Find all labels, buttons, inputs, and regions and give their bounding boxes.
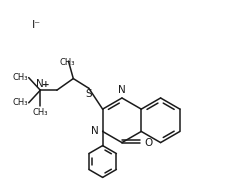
Text: N: N <box>36 79 44 89</box>
Text: N: N <box>91 126 99 136</box>
Text: CH₃: CH₃ <box>12 98 27 107</box>
Text: O: O <box>144 138 152 148</box>
Text: +: + <box>42 80 49 89</box>
Text: I⁻: I⁻ <box>31 20 41 30</box>
Text: S: S <box>85 89 92 99</box>
Text: N: N <box>117 85 125 95</box>
Text: CH₃: CH₃ <box>60 58 75 67</box>
Text: CH₃: CH₃ <box>33 108 48 117</box>
Text: CH₃: CH₃ <box>12 73 27 82</box>
